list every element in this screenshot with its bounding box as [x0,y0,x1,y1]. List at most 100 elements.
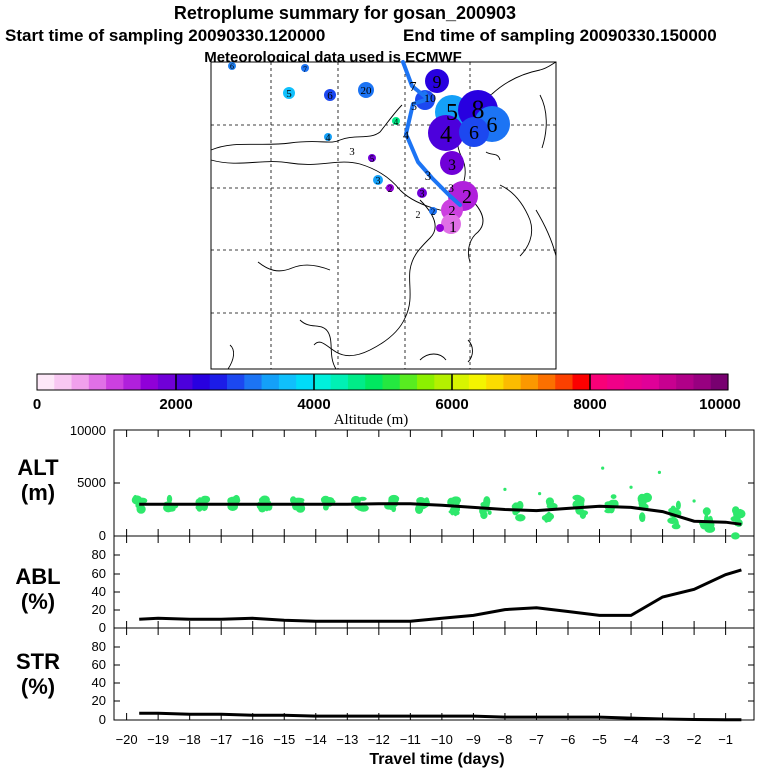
x-tick-label: −6 [561,732,576,747]
marker-label: 5 [286,88,292,100]
colorbar-cell [244,374,263,390]
particle-dot [704,525,716,533]
altitude-colorbar: 0 2000 4000 6000 8000 10000 Altitude (m) [33,373,741,428]
trajectory-arrow [420,90,433,104]
particle-dot [166,494,173,504]
trajectory-label: 9 [433,72,442,92]
particle-dot [579,510,589,516]
particle-dot [674,519,679,529]
particle-dot [538,492,542,496]
trajectory-label: 6 [469,122,479,144]
x-tick-label: −18 [179,732,201,747]
particle-dot [629,485,633,489]
particle-dot [227,497,234,505]
particle-dot [232,496,237,503]
colorbar-cell [417,374,435,390]
particle-dot [637,497,649,504]
colorbar-cell [88,374,107,390]
colorbar-cell [555,374,574,390]
x-tick-label: −2 [687,732,702,747]
marker-label: 6 [230,62,234,71]
particle-dot [692,499,696,503]
particle-dot [503,487,507,491]
colorbar-cell [37,374,55,390]
plume-marker [386,184,394,192]
x-tick-label: −5 [592,732,607,747]
plume-marker [373,175,383,185]
particle-dot [487,510,492,515]
plume-marker [358,82,374,98]
marker-label: 3 [420,189,425,200]
abl-panel-frame [113,535,755,629]
marker-label: 2 [431,207,436,217]
x-tick-label: −4 [624,732,639,747]
trajectory-label: 8 [472,95,485,124]
x-tick-label: −11 [400,732,421,747]
particle-dot [545,497,555,506]
particle-dot [481,501,490,508]
trajectory-labels: 9 7 10 5 8 5 6 4 6 4 3 3 3 2 2 1 [403,72,498,236]
alt-panel-frame [113,429,755,537]
colorbar-cell [209,374,228,390]
plume-marker [368,154,376,162]
abl-ytick: 40 [92,584,106,599]
plume-marker [283,87,295,99]
alt-panel-unit: (m) [21,480,55,505]
trajectory-label: 10 [424,91,436,105]
colorbar-cell [347,374,366,390]
particle-dot [546,511,552,518]
colorbar-cell [676,374,695,390]
particle-dot [415,504,424,514]
particle-dot [733,511,740,521]
marker-label: 3 [376,176,381,187]
x-tick-label: −14 [305,732,327,747]
str-ytick: 60 [92,657,106,672]
marker-label: 7 [303,65,307,74]
colorbar-frame [36,373,729,391]
particle-dot [639,512,646,523]
colorbar-cell [520,374,539,390]
colorbar-cell [123,374,142,390]
plume-marker [440,151,464,175]
marker-label: 3 [349,146,355,158]
particle-dot [136,504,146,514]
trajectory-label: 6 [487,112,498,137]
plume-marker [324,89,336,101]
colorbar-cell [365,374,384,390]
colorbar-cell [382,374,401,390]
trajectory-label: 1 [449,219,457,236]
colorbar-cell [693,374,712,390]
x-tick-label: −10 [431,732,453,747]
alt-median-line [139,502,742,526]
trajectory-line [401,60,462,207]
particle-dot [675,500,681,510]
abl-ytick: 80 [92,547,106,562]
x-tick-label: −15 [273,732,295,747]
particle-dot [324,498,331,503]
x-tick-label: −3 [655,732,670,747]
colorbar-cell [451,374,470,390]
plume-marker [441,214,461,234]
abl-panel-unit: (%) [21,589,55,614]
abl-panel-name: ABL [15,564,60,589]
str-ytick: 20 [92,693,106,708]
marker-label: 4 [326,133,331,144]
marker-labels: 5 6 20 7 6 4 3 5 3 2 3 2 2 4 [230,62,435,221]
end-time-label: End time of sampling 20090330.150000 [403,26,717,45]
alt-ytick: 10000 [70,423,106,438]
str-ytick: 0 [99,712,106,727]
colorbar-cell [486,374,505,390]
particle-dot [545,515,552,522]
particle-dot [201,495,211,504]
figure-title: Retroplume summary for gosan_200903 [174,3,516,23]
x-tick-label: −20 [116,732,138,747]
colorbar-label: Altitude (m) [334,412,409,428]
plume-marker [301,64,309,72]
abl-ytick: 20 [92,602,106,617]
plume-marker [428,115,464,151]
x-tick-label: −17 [210,732,232,747]
particle-dot [258,497,267,503]
str-ytick: 80 [92,639,106,654]
particle-dot [391,505,397,513]
